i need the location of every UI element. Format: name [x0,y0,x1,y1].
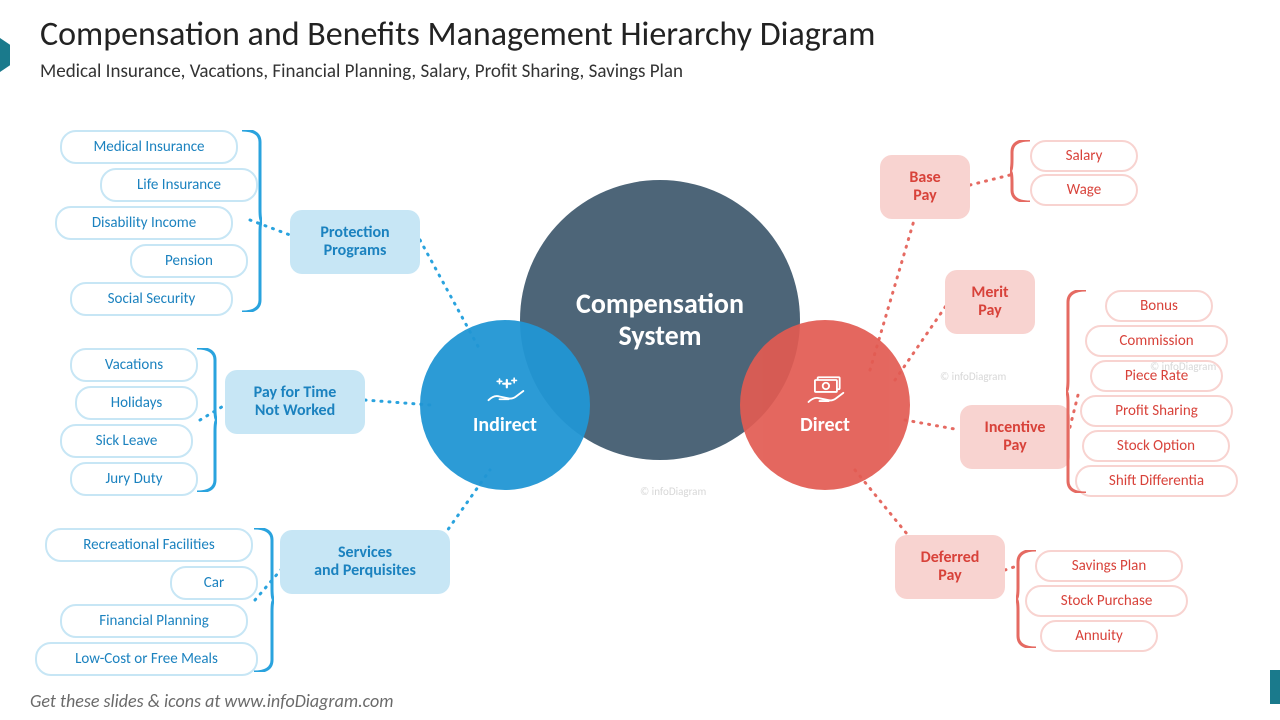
category-basepay: BasePay [880,155,970,219]
pill-item: Stock Purchase [1025,585,1188,617]
footer-text: Get these slides & icons at www.infoDiag… [30,690,393,712]
pill-item: Vacations [70,348,198,382]
side-tab-right [1270,670,1280,704]
bracket [1010,140,1032,202]
center-label: CompensationSystem [576,288,744,352]
pill-item: Pension [130,244,248,278]
page-subtitle: Medical Insurance, Vacations, Financial … [40,60,683,83]
category-timeoff: Pay for TimeNot Worked [225,370,365,434]
pill-item: Financial Planning [60,604,248,638]
pill-item: Low-Cost or Free Meals [35,642,258,676]
pill-item: Sick Leave [60,424,193,458]
watermark: © infoDiagram [940,370,1006,383]
pill-item: Holidays [75,386,198,420]
category-services: Servicesand Perquisites [280,530,450,594]
side-tab-left [0,38,10,72]
watermark: © infoDiagram [1150,360,1216,373]
watermark: © infoDiagram [640,485,706,498]
category-protection: ProtectionPrograms [290,210,420,274]
pill-item: Savings Plan [1035,550,1183,582]
indirect-label: Indirect [473,414,537,437]
pill-item: Salary [1030,140,1138,172]
category-incentive: IncentivePay [960,405,1070,469]
pill-item: Life Insurance [100,168,258,202]
bracket [252,528,274,672]
direct-label: Direct [800,414,850,437]
pill-item: Bonus [1105,290,1213,322]
pill-item: Shift Differentia [1075,465,1238,497]
pill-item: Social Security [70,282,233,316]
pill-item: Disability Income [55,206,233,240]
pill-item: Car [170,566,258,600]
direct-circle: Direct [740,320,910,490]
indirect-circle: Indirect [420,320,590,490]
pill-item: Jury Duty [70,462,198,496]
category-deferred: DeferredPay [895,535,1005,599]
bracket [240,130,262,312]
pill-item: Commission [1085,325,1228,357]
hand-plus-icon [483,374,527,408]
category-meritpay: MeritPay [945,270,1035,334]
pill-item: Medical Insurance [60,130,238,164]
hand-money-icon [803,374,847,408]
pill-item: Stock Option [1082,430,1230,462]
bracket [195,348,217,492]
page-title: Compensation and Benefits Management Hie… [40,14,875,55]
pill-item: Profit Sharing [1080,395,1233,427]
pill-item: Annuity [1040,620,1158,652]
bracket [1066,290,1088,493]
bracket [1016,550,1038,648]
pill-item: Recreational Facilities [45,528,253,562]
pill-item: Wage [1030,174,1138,206]
